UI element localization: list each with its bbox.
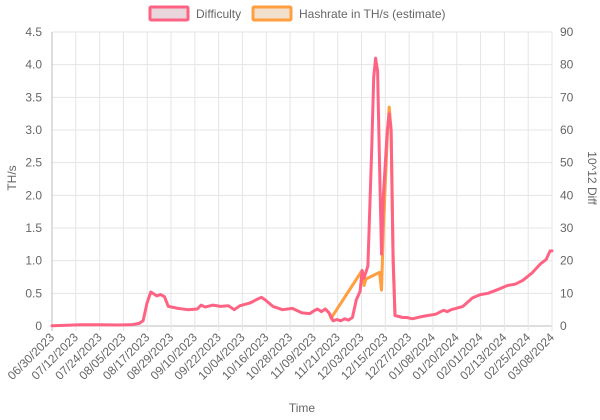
x-axis-title: Time xyxy=(289,401,316,415)
y-right-tick-label: 60 xyxy=(560,123,574,137)
y-axis-right-ticks: 0 10 20 30 40 50 60 70 80 90 xyxy=(560,25,574,333)
y-right-tick-label: 40 xyxy=(560,188,574,202)
y-right-tick-label: 10 xyxy=(560,286,574,300)
grid-layer xyxy=(51,31,553,331)
series-layer xyxy=(50,56,554,328)
legend-label-difficulty: Difficulty xyxy=(196,7,241,21)
y-axis-left-ticks: 0 0.5 1.0 1.5 2.0 2.5 3.0 3.5 4.0 4.5 xyxy=(25,25,42,333)
y-right-tick-label: 50 xyxy=(560,156,574,170)
y-right-tick-label: 70 xyxy=(560,90,574,104)
y-left-tick-label: 2.5 xyxy=(25,156,42,170)
y-left-tick-label: 2.0 xyxy=(25,188,42,202)
y-left-tick-label: 0.5 xyxy=(25,286,42,300)
y-axis-right-title: 10^12 Diff xyxy=(585,151,599,205)
y-left-tick-label: 3.5 xyxy=(25,90,42,104)
y-left-tick-label: 4.0 xyxy=(25,58,42,72)
legend-label-hashrate: Hashrate in TH/s (estimate) xyxy=(299,7,446,21)
legend-item-difficulty[interactable]: Difficulty xyxy=(148,5,241,22)
y-right-tick-label: 20 xyxy=(560,254,574,268)
series-line-difficulty xyxy=(50,56,554,328)
x-axis-ticks: 06/30/202307/12/202307/24/202308/05/2023… xyxy=(5,330,558,383)
y-left-tick-label: 4.5 xyxy=(25,25,42,39)
y-right-tick-label: 0 xyxy=(560,319,567,333)
legend-swatch-difficulty xyxy=(148,5,190,22)
legend[interactable]: Difficulty Hashrate in TH/s (estimate) xyxy=(148,5,446,22)
y-right-tick-label: 90 xyxy=(560,25,574,39)
y-right-tick-label: 30 xyxy=(560,221,574,235)
y-axis-left-title: TH/s xyxy=(5,165,19,190)
y-left-tick-label: 1.0 xyxy=(25,254,42,268)
legend-swatch-hashrate xyxy=(251,5,293,22)
y-left-tick-label: 1.5 xyxy=(25,221,42,235)
y-left-tick-label: 3.0 xyxy=(25,123,42,137)
y-right-tick-label: 80 xyxy=(560,58,574,72)
legend-item-hashrate[interactable]: Hashrate in TH/s (estimate) xyxy=(251,5,446,22)
y-left-tick-label: 0 xyxy=(35,319,42,333)
